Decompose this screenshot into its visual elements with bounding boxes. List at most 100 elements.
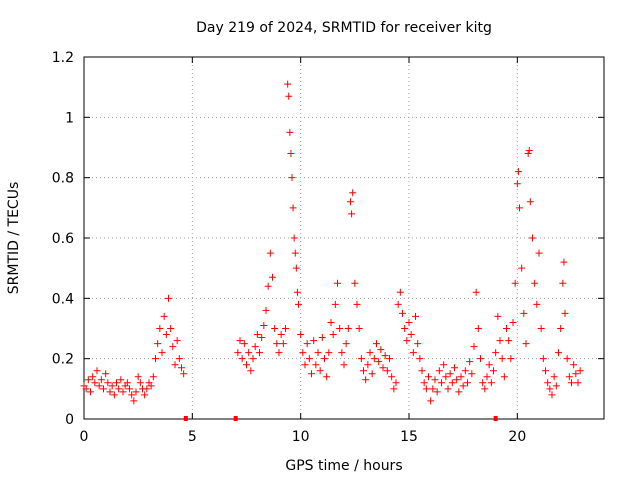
data-point [429, 385, 437, 393]
data-point [347, 198, 354, 206]
x-tick-label: 15 [400, 429, 418, 445]
data-point [245, 349, 253, 357]
x-tick-label: 10 [292, 429, 310, 445]
data-point [542, 367, 549, 375]
data-point [251, 343, 259, 351]
data-point [544, 379, 552, 387]
data-point [455, 388, 463, 396]
data-point [483, 373, 491, 381]
data-point [472, 288, 480, 296]
data-point [180, 370, 188, 378]
data-point [260, 321, 268, 329]
data-point [559, 279, 567, 287]
data-point [165, 294, 172, 302]
data-point [273, 340, 281, 348]
data-point [377, 346, 385, 354]
data-point [340, 361, 348, 369]
data-point [351, 279, 359, 287]
data-point [487, 379, 495, 387]
gap-marker [183, 416, 188, 421]
data-point [285, 92, 293, 100]
data-point [500, 373, 508, 381]
data-point [477, 355, 484, 363]
data-point [526, 198, 534, 206]
data-point [388, 373, 396, 381]
data-point [305, 355, 313, 363]
data-point [236, 337, 244, 345]
data-point [295, 300, 302, 308]
data-point [444, 385, 452, 393]
data-point [459, 382, 467, 390]
data-point [240, 340, 248, 348]
data-point [266, 249, 274, 257]
data-point [126, 385, 133, 393]
gap-marker [233, 416, 238, 421]
data-point [494, 312, 502, 320]
x-tick-label: 5 [188, 429, 197, 445]
data-point [253, 331, 261, 339]
data-point [396, 288, 404, 296]
data-point [336, 325, 344, 332]
data-point [141, 391, 149, 399]
data-point [234, 349, 242, 357]
data-point [288, 174, 296, 182]
data-point [537, 325, 545, 332]
data-point [394, 300, 402, 308]
data-point [435, 367, 443, 375]
data-point [366, 349, 374, 357]
data-point [442, 373, 450, 381]
data-point [399, 309, 406, 317]
data-point [87, 388, 94, 396]
data-point [511, 279, 519, 287]
data-point [360, 367, 367, 375]
data-point [451, 364, 458, 372]
data-point [492, 349, 500, 357]
data-point [258, 334, 266, 342]
data-point [113, 379, 120, 387]
data-point [308, 370, 315, 378]
data-point [93, 367, 101, 375]
x-tick-label: 20 [508, 429, 526, 445]
data-point [134, 373, 142, 381]
data-point [249, 355, 257, 363]
data-point [303, 340, 311, 348]
grid [84, 57, 604, 419]
data-point [552, 382, 560, 390]
data-point [287, 150, 295, 158]
y-tick-label: 1.2 [52, 50, 74, 66]
data-point [524, 150, 532, 158]
data-point [357, 355, 365, 363]
data-point [407, 331, 415, 339]
data-point [275, 349, 283, 357]
data-point [104, 379, 112, 387]
data-point [468, 370, 476, 378]
data-point [422, 385, 430, 393]
data-point [401, 325, 409, 332]
data-point [286, 128, 294, 136]
data-point [108, 382, 116, 390]
data-point [243, 361, 250, 369]
data-point [431, 376, 439, 384]
data-point [533, 300, 541, 308]
data-point [171, 361, 179, 369]
data-point [279, 340, 287, 348]
data-point [514, 168, 522, 176]
data-point [503, 325, 510, 332]
data-point [531, 279, 539, 287]
y-axis-label: SRMTID / TECUs [6, 182, 22, 295]
data-point [89, 373, 97, 381]
data-point [321, 355, 328, 363]
data-point [256, 349, 263, 357]
data-point [277, 331, 285, 339]
data-point [117, 376, 125, 384]
data-point [368, 370, 376, 378]
data-point [362, 376, 370, 384]
data-point [323, 373, 331, 381]
data-point [505, 337, 513, 345]
data-point [152, 355, 159, 363]
data-point [262, 306, 270, 314]
data-point [461, 367, 469, 375]
data-point [284, 80, 292, 88]
data-point [546, 385, 554, 393]
chart-title: Day 219 of 2024, SRMTID for receiver kit… [196, 20, 492, 36]
